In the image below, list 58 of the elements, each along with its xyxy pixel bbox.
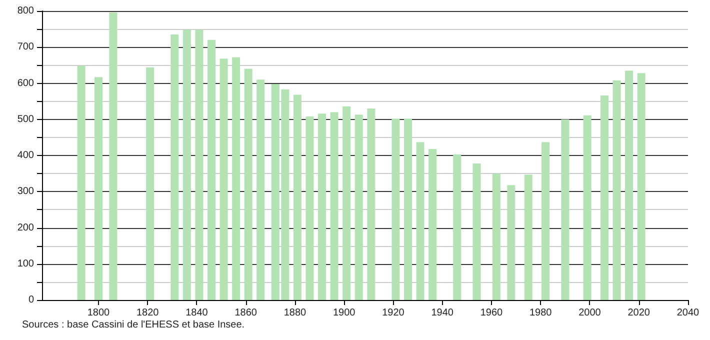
bar — [472, 163, 481, 300]
bar — [220, 58, 228, 300]
bar — [232, 57, 240, 300]
x-tick-label: 1920 — [382, 308, 405, 318]
x-tick-label: 2000 — [578, 308, 602, 318]
x-tick-label: 2040 — [676, 308, 700, 318]
y-tick-label: 500 — [17, 114, 34, 125]
bar — [625, 70, 634, 300]
bar — [318, 114, 326, 300]
bar — [404, 118, 412, 300]
x-tick-label: 1900 — [332, 308, 356, 318]
bar — [170, 34, 179, 300]
bar — [637, 73, 646, 300]
bar — [612, 80, 621, 300]
bar — [293, 94, 302, 300]
x-tick-label: 1820 — [136, 308, 160, 318]
bar — [195, 30, 204, 300]
y-tick-label: 300 — [17, 186, 34, 198]
bar — [182, 30, 191, 300]
bar — [416, 142, 424, 300]
bar — [600, 96, 608, 300]
bar — [109, 12, 118, 300]
bar — [256, 80, 265, 300]
bar — [583, 115, 592, 300]
bar — [342, 106, 351, 300]
x-tick-label: 1940 — [431, 308, 454, 318]
bar — [507, 185, 516, 300]
y-tick-label: 400 — [17, 150, 34, 161]
bar — [94, 77, 102, 300]
x-tick-label: 1840 — [186, 308, 208, 318]
bar — [146, 67, 154, 300]
bar — [244, 68, 252, 300]
x-tick-label: 1980 — [530, 308, 552, 318]
y-tick-label: 0 — [28, 294, 34, 306]
source-note: Sources : base Cassini de l'EHESS et base Insee. — [22, 320, 245, 330]
bar — [330, 112, 338, 300]
y-tick-label: 800 — [17, 6, 34, 16]
bar — [306, 116, 314, 300]
x-tick-label: 1860 — [234, 308, 258, 318]
bar — [524, 174, 532, 300]
bar — [354, 114, 363, 300]
bar — [428, 149, 437, 300]
y-tick-label: 600 — [17, 78, 34, 89]
bar — [367, 108, 376, 300]
bar — [207, 40, 216, 300]
bar — [542, 142, 550, 300]
x-tick-label: 1960 — [480, 308, 504, 318]
y-tick-label: 200 — [17, 222, 34, 234]
x-tick-label: 2020 — [628, 308, 650, 318]
bar — [492, 174, 500, 300]
y-tick-label: 700 — [17, 42, 34, 53]
bar — [392, 118, 400, 300]
y-tick-label: 100 — [17, 258, 34, 270]
bar — [77, 66, 86, 300]
x-tick-label: 1880 — [284, 308, 307, 318]
bar — [561, 119, 570, 300]
x-tick-label: 1800 — [87, 308, 110, 318]
bar — [453, 154, 462, 300]
